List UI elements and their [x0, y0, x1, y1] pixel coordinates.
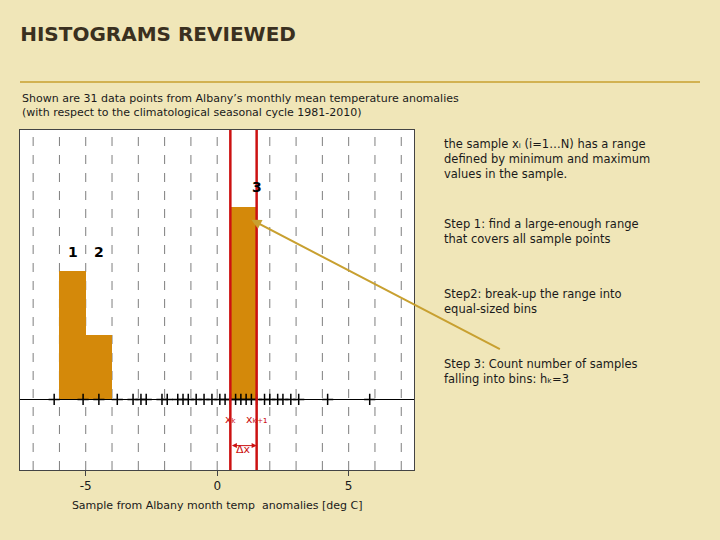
svg-text:Step2: break-up the range into: Step2: break-up the range intoequal-size… [444, 287, 622, 316]
svg-text:the sample xᵢ (i=1…N) has a ra: the sample xᵢ (i=1…N) has a rangedefined… [444, 137, 650, 181]
svg-text:HISTOGRAMS REVIEWED: HISTOGRAMS REVIEWED [20, 22, 296, 46]
svg-text:3: 3 [252, 179, 262, 195]
svg-text:5: 5 [345, 479, 353, 493]
svg-text:0: 0 [213, 479, 221, 493]
svg-text:Step 1: find a large-enough ra: Step 1: find a large-enough rangethat co… [444, 217, 639, 246]
svg-text:Sample from Albany month temp: Sample from Albany month temp anomalies … [72, 499, 363, 512]
svg-text:Δx: Δx [236, 443, 251, 456]
svg-text:xₖ: xₖ [225, 413, 236, 426]
svg-text:-5: -5 [80, 479, 92, 493]
svg-text:2: 2 [94, 244, 104, 260]
svg-text:xₖ₊₁: xₖ₊₁ [246, 413, 267, 426]
svg-text:1: 1 [68, 244, 78, 260]
svg-text:Shown are 31 data points from: Shown are 31 data points from Albany’s m… [22, 92, 459, 119]
svg-text:Step 3: Count number of sample: Step 3: Count number of samplesfalling i… [444, 357, 638, 386]
